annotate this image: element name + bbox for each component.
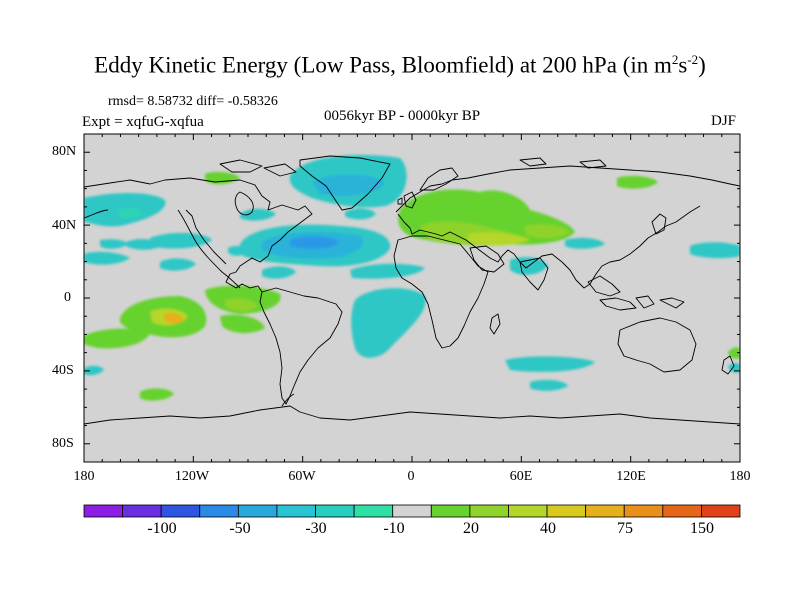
lat-label-40s: 40S [52,363,74,378]
lon-label-180e: 180 [729,469,751,484]
stats-label: rmsd= 8.58732 diff= -0.58326 [108,94,278,109]
colorbar-swatch [623,504,664,518]
colorbar-swatch [469,504,509,518]
lon-label-120w: 120W [174,469,210,484]
colorbar-swatch [160,504,201,518]
season-label: DJF [711,113,737,129]
colorbar-label: -10 [383,520,405,537]
lat-label-80n: 80N [52,144,77,159]
lat-label-40n: 40N [52,218,77,233]
colorbar [83,504,741,518]
period-label: 0056kyr BP - 0000kyr BP [324,108,481,124]
lon-label-60w: 60W [288,469,316,484]
colorbar-swatch [315,504,355,518]
colorbar-label: 150 [690,520,714,537]
lon-label-60e: 60E [509,469,533,484]
lat-label-0: 0 [64,290,71,305]
colorbar-label: 20 [463,520,479,537]
colorbar-swatch [585,504,625,518]
colorbar-swatch [122,504,162,518]
anomaly-south-atlantic [351,288,426,358]
colorbar-swatch [701,504,741,518]
coastlines [84,155,740,425]
lon-label-180w: 180 [73,469,95,484]
experiment-label: Expt = xqfuG-xqfua [82,114,204,130]
colorbar-label: -50 [229,520,251,537]
colorbar-swatch [83,504,123,518]
colorbar-swatch [662,504,702,518]
colorbar-label: -30 [305,520,327,537]
lon-label-0: 0 [407,469,415,484]
colorbar-swatch [353,504,394,518]
axis-ticks [83,133,741,463]
colorbar-swatch [546,504,587,518]
colorbar-label: 40 [540,520,556,537]
lat-label-80s: 80S [52,436,74,451]
chart-title: Eddy Kinetic Energy (Low Pass, Bloomfiel… [94,52,706,78]
colorbar-swatch [430,504,471,518]
colorbar-swatch [199,504,239,518]
colorbar-label: 75 [617,520,633,537]
lon-label-120e: 120E [616,469,646,484]
colorbar-label: -100 [147,520,177,537]
colorbar-swatch [276,504,316,518]
anomaly-fills [84,154,740,401]
colorbar-swatch [392,504,432,518]
colorbar-swatch [237,504,278,518]
colorbar-swatch [508,504,548,518]
